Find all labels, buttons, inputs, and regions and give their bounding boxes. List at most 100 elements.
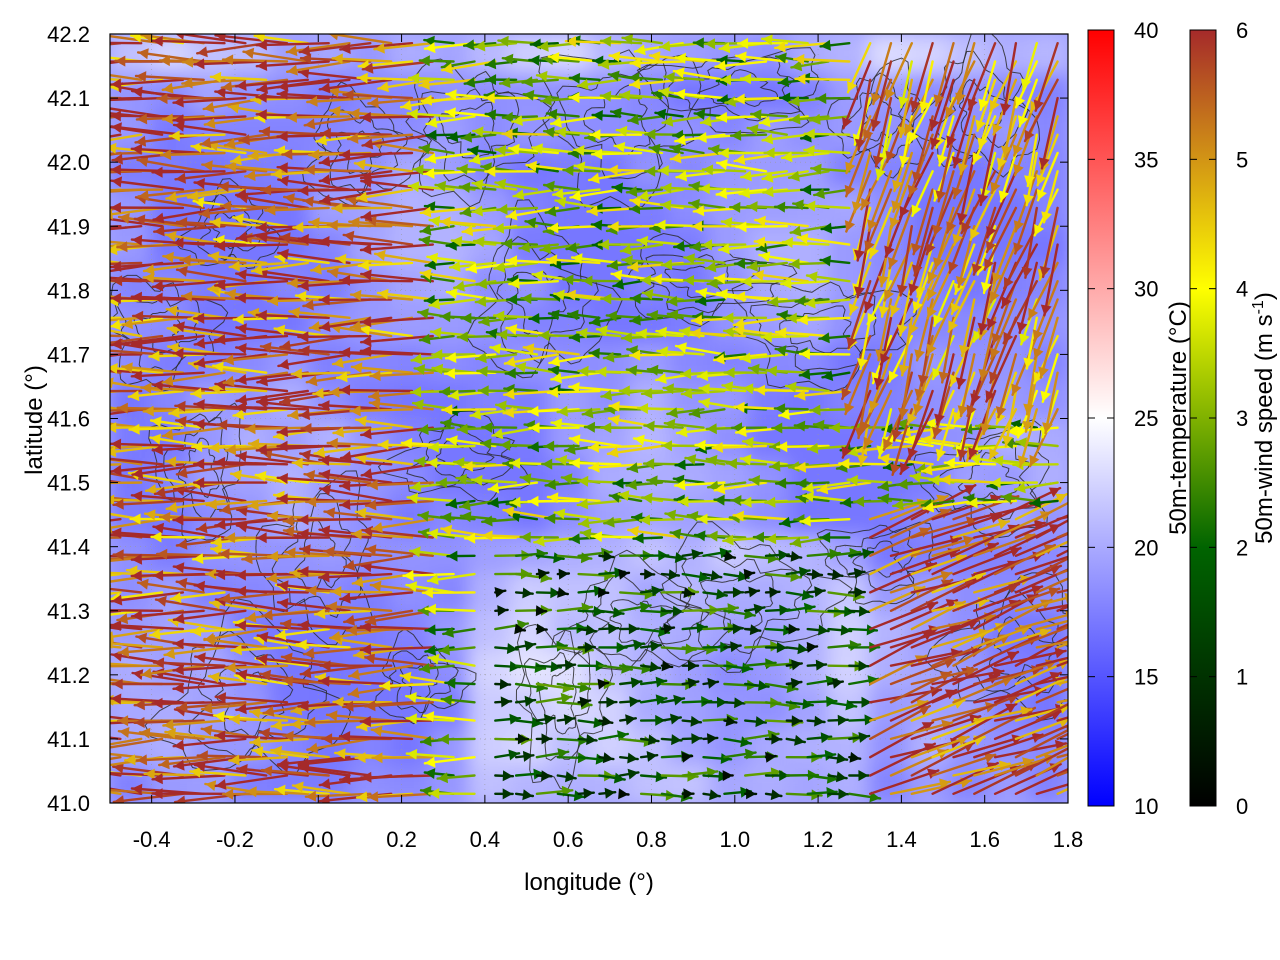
wind-vector-head [403, 570, 414, 581]
wind-vector-head [779, 604, 790, 616]
wind-vector-shaft [110, 279, 185, 283]
wind-vector-head [520, 568, 531, 580]
wind-vector-head [522, 789, 533, 801]
wind-vector-shaft [110, 591, 122, 595]
wind-vector-shaft [297, 623, 372, 631]
wind-vector-head [854, 586, 865, 598]
wind-vector-head [535, 605, 547, 617]
wind-vector-head [90, 767, 100, 778]
wind-vector-head [90, 718, 100, 729]
wind-vector-shaft [318, 472, 393, 484]
wind-vector-head [271, 745, 282, 757]
wind-vector-shaft [1014, 555, 1068, 576]
wind-vector-head [90, 56, 100, 67]
wind-vector-head [314, 446, 326, 458]
wind-vector-head [503, 458, 514, 470]
wind-vector-head [746, 788, 757, 800]
wind-vector-head [770, 441, 781, 453]
wind-vector-head [293, 781, 304, 793]
wind-vector-shaft [117, 646, 185, 654]
wind-vector-head [208, 672, 220, 683]
wind-vector-shaft [952, 735, 1024, 759]
wind-vector-shaft [306, 737, 372, 751]
temperature-cell [708, 764, 750, 803]
wind-vector-head [173, 613, 185, 624]
y-axis-title: latitude (°) [21, 365, 48, 475]
wind-vector-head [56, 761, 67, 772]
wind-vector-head [159, 758, 170, 770]
wind-vector-shaft [364, 701, 434, 708]
wind-vector-head [277, 473, 288, 484]
wind-vector-head [921, 722, 933, 732]
wind-vector-head [1115, 574, 1126, 585]
wind-vector-head [355, 752, 366, 764]
wind-vector-shaft [359, 115, 434, 119]
wind-vector-head [811, 568, 822, 580]
wind-vector-head [655, 771, 666, 783]
wind-vector-head [536, 623, 547, 635]
wind-vector-head [922, 464, 933, 476]
wind-vector-head [371, 725, 383, 737]
wind-vector-head [283, 526, 295, 537]
wind-vector-head [360, 715, 371, 727]
wind-vector-head [925, 601, 938, 612]
wind-vector-head [306, 496, 317, 508]
temperature-cell [589, 764, 630, 803]
wind-vector-head [695, 439, 706, 451]
wind-vector-head [683, 788, 694, 800]
wind-vector-shaft [266, 554, 330, 558]
wind-vector-head [1070, 762, 1081, 772]
wind-vector-head [725, 715, 737, 727]
wind-vector-head [90, 272, 100, 283]
wind-vector-shaft [931, 614, 997, 631]
wind-vector-head [229, 713, 240, 725]
wind-vector-head [593, 717, 604, 729]
wind-vector-head [361, 468, 373, 480]
wind-vector-head [49, 761, 60, 772]
wind-vector-head [275, 629, 287, 641]
wind-vector-head [165, 456, 177, 468]
colorbar-tick-label: 1 [1236, 665, 1248, 690]
wind-vector-head [720, 753, 732, 764]
wind-vector-shaft [869, 769, 940, 795]
wind-vector-head [165, 727, 176, 739]
colorbar-tick-label: 4 [1236, 277, 1248, 302]
wind-vector-head [298, 566, 309, 577]
wind-vector-shaft [973, 733, 1044, 759]
wind-vector-head [231, 469, 242, 481]
wind-vector-head [424, 768, 436, 779]
wind-vector-head [918, 527, 931, 538]
wind-vector-head [319, 571, 330, 583]
wind-title-suffix: ) [1251, 292, 1278, 300]
wind-vector-shaft [162, 719, 226, 727]
wind-vector-head [349, 669, 360, 680]
wind-vector-head [340, 480, 351, 492]
wind-vector-head [1071, 527, 1082, 537]
wind-vector-head [927, 768, 939, 779]
wind-vector-head [770, 460, 781, 472]
wind-vector-head [73, 633, 84, 644]
wind-vector-head [61, 696, 71, 707]
wind-vector-head [992, 667, 1004, 679]
wind-vector-head [719, 547, 731, 559]
wind-vector-shaft [910, 715, 982, 741]
wind-vector-head [360, 644, 371, 655]
wind-vector-head [298, 514, 309, 526]
wind-vector-head [365, 700, 376, 712]
wind-vector-head [691, 549, 703, 560]
wind-vector-head [770, 789, 782, 801]
wind-vector-head [259, 727, 270, 739]
wind-vector-head [550, 587, 561, 599]
wind-vector-head [1071, 563, 1082, 573]
wind-vector-head [940, 570, 952, 582]
wind-vector-head [86, 323, 97, 334]
wind-vector-head [796, 478, 807, 489]
wind-vector-head [438, 733, 449, 745]
wind-vector-head [153, 570, 164, 581]
wind-vector-head [683, 587, 694, 599]
wind-vector-shaft [366, 481, 434, 487]
wind-vector-head [716, 588, 727, 600]
wind-vector-head [176, 467, 188, 479]
wind-vector-head [419, 528, 430, 539]
wind-vector-head [749, 475, 760, 486]
